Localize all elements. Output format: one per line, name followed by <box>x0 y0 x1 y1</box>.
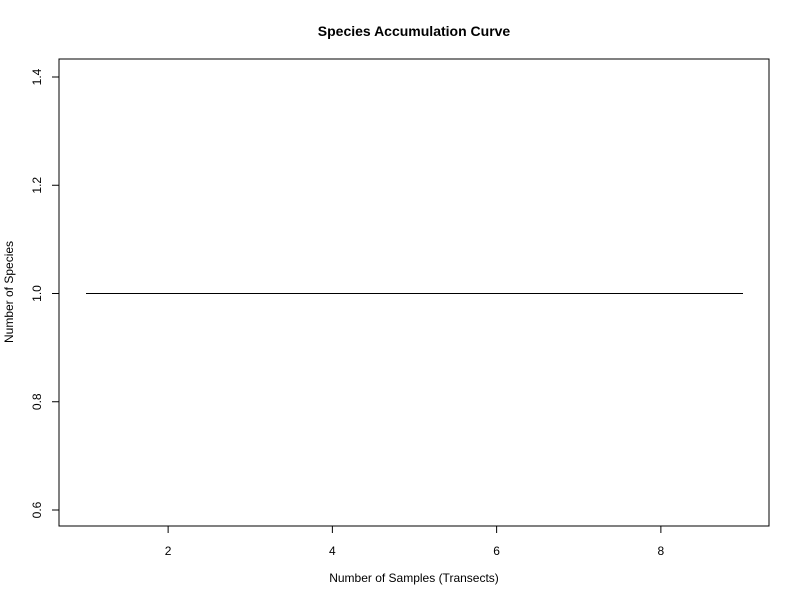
y-tick-label: 0.8 <box>30 393 44 410</box>
y-tick-label: 1.4 <box>30 68 44 85</box>
chart-title: Species Accumulation Curve <box>318 23 511 39</box>
y-tick-label: 0.6 <box>30 501 44 518</box>
x-tick-label: 2 <box>165 544 172 558</box>
y-axis: 0.6 0.8 1.0 1.2 1.4 <box>30 68 59 518</box>
y-axis-label: Number of Species <box>2 241 16 343</box>
x-tick-label: 8 <box>658 544 665 558</box>
plot-area-frame <box>58 58 770 527</box>
y-tick-label: 1.2 <box>30 177 44 194</box>
x-tick-label: 4 <box>329 544 336 558</box>
x-axis: 2 4 6 8 <box>165 526 665 558</box>
x-tick-label: 6 <box>493 544 500 558</box>
y-tick-label: 1.0 <box>30 285 44 302</box>
x-axis-label: Number of Samples (Transects) <box>329 571 499 585</box>
